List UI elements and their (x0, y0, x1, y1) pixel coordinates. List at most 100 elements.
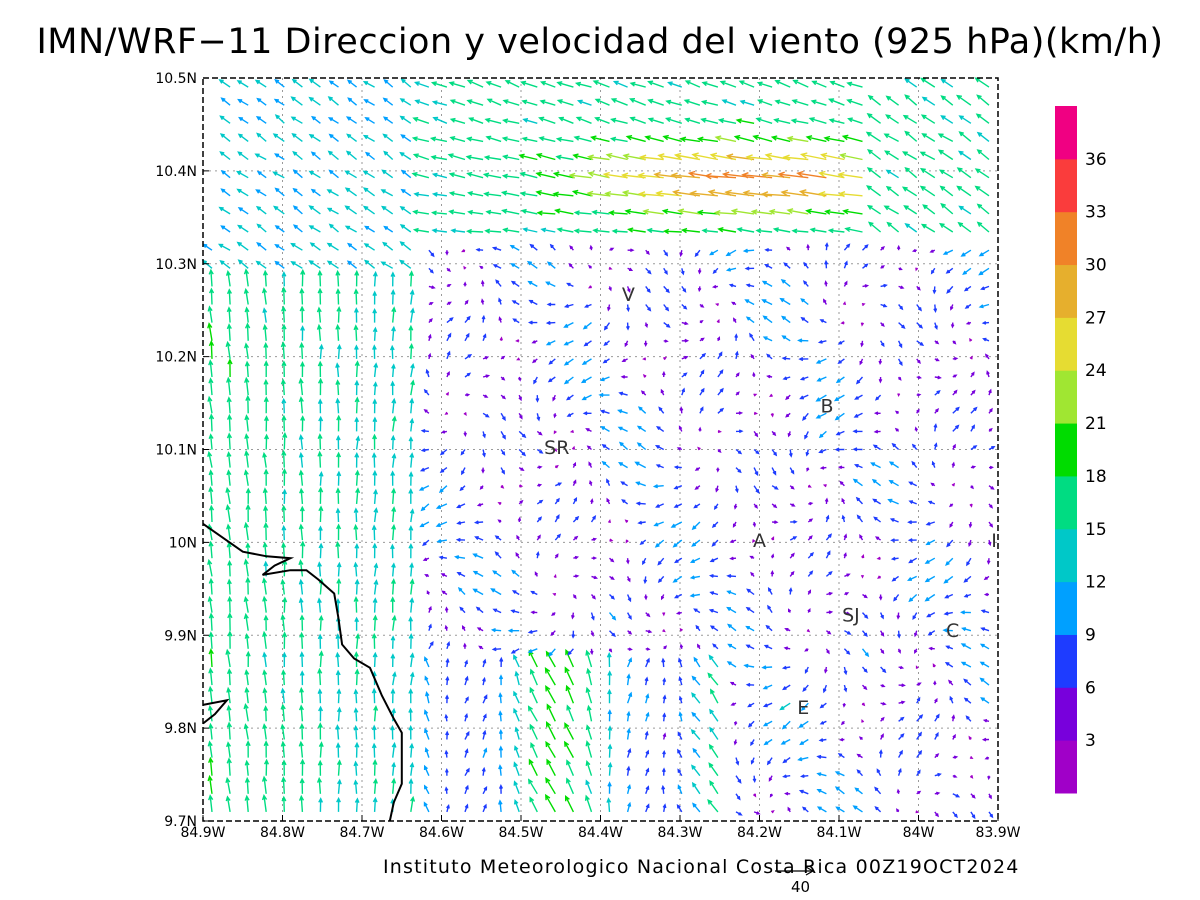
wind-vector (904, 167, 918, 179)
wind-vector (661, 594, 665, 601)
wind-vector (819, 720, 827, 725)
wind-vector (281, 524, 287, 541)
wind-vector (859, 358, 864, 366)
wind-vector (883, 133, 899, 143)
wind-vector (237, 151, 249, 161)
wind-vector (281, 669, 287, 686)
wind-vector (610, 117, 628, 124)
wind-vector (903, 205, 918, 215)
wind-vector (281, 795, 287, 812)
wind-vector (878, 749, 883, 758)
wind-vector (914, 426, 919, 432)
wind-vector (463, 642, 467, 649)
wind-vector (604, 190, 628, 197)
wind-vector (580, 376, 592, 384)
wind-vector (681, 303, 688, 310)
wind-vector (362, 205, 376, 215)
wind-vector (298, 396, 304, 414)
x-tick-label: 84.2W (737, 825, 782, 841)
wind-vector (601, 460, 610, 469)
wind-vector (721, 171, 755, 179)
wind-vector (225, 776, 231, 794)
wind-vector (726, 573, 737, 579)
wind-vector (261, 775, 268, 794)
wind-vector (527, 629, 538, 634)
wind-vector (456, 571, 466, 578)
wind-vector (930, 267, 936, 275)
wind-vector (885, 114, 899, 124)
wind-vector (399, 151, 412, 161)
wind-vector (225, 648, 231, 668)
wind-vector (907, 520, 917, 525)
wind-vector (924, 593, 936, 602)
wind-vector (507, 628, 520, 633)
wind-vector (422, 557, 430, 561)
wind-vector (625, 322, 630, 331)
wind-vector (501, 173, 520, 179)
wind-vector (602, 171, 628, 179)
wind-vector (494, 535, 502, 541)
wind-vector (529, 243, 538, 251)
wind-vector (713, 503, 719, 511)
wind-vector (701, 81, 719, 88)
wind-vector (727, 623, 737, 632)
wind-vector (735, 372, 740, 378)
wind-vector (931, 460, 936, 468)
wind-vector (639, 154, 664, 161)
wind-vector (461, 467, 466, 476)
wind-vector (485, 81, 502, 88)
wind-vector (898, 322, 906, 329)
wind-vector (819, 702, 827, 709)
wind-vector (873, 411, 881, 416)
wind-vector (728, 283, 737, 288)
wind-vector (445, 391, 449, 396)
wind-vector (840, 720, 845, 726)
wind-vector (789, 536, 798, 541)
wind-vector (862, 263, 869, 269)
wind-vector (390, 578, 396, 595)
wind-vector (804, 666, 809, 674)
wind-vector (536, 210, 556, 216)
wind-vector (514, 798, 520, 813)
colorbar-label: 27 (1085, 308, 1107, 328)
wind-vector (916, 322, 924, 329)
wind-vector (466, 99, 484, 106)
wind-vector (678, 675, 683, 686)
wind-vector (243, 596, 249, 613)
wind-vector (799, 394, 809, 400)
wind-vector (502, 118, 520, 124)
wind-vector (627, 630, 633, 635)
wind-vector (500, 355, 506, 360)
wind-vector (373, 488, 378, 504)
wind-vector (699, 319, 704, 324)
wind-vector (546, 758, 556, 777)
wind-vector (208, 377, 214, 396)
wind-vector (818, 190, 845, 198)
wind-vector (952, 340, 957, 345)
wind-vector (326, 189, 339, 197)
wind-vector (916, 393, 922, 397)
wind-vector (591, 209, 610, 215)
wind-vector (335, 323, 341, 341)
wind-vector (673, 503, 683, 508)
coastline-peninsula (202, 698, 230, 725)
wind-vector (353, 707, 359, 722)
wind-vector (880, 716, 885, 722)
wind-vector (545, 777, 556, 795)
city-label: I (991, 530, 997, 552)
wind-vector (835, 430, 845, 436)
colorbar-segment (1055, 740, 1077, 794)
wind-vector (735, 429, 744, 434)
wind-vector (986, 558, 991, 565)
wind-vector (566, 777, 575, 795)
wind-vector (459, 606, 466, 614)
wind-vector (626, 710, 631, 722)
wind-vector (653, 521, 664, 527)
wind-vector (292, 187, 303, 197)
wind-vector (645, 767, 650, 776)
wind-vector (371, 632, 377, 649)
wind-vector (430, 81, 448, 88)
wind-vector (592, 80, 610, 88)
wind-vector (699, 337, 705, 342)
wind-vector (464, 659, 468, 668)
